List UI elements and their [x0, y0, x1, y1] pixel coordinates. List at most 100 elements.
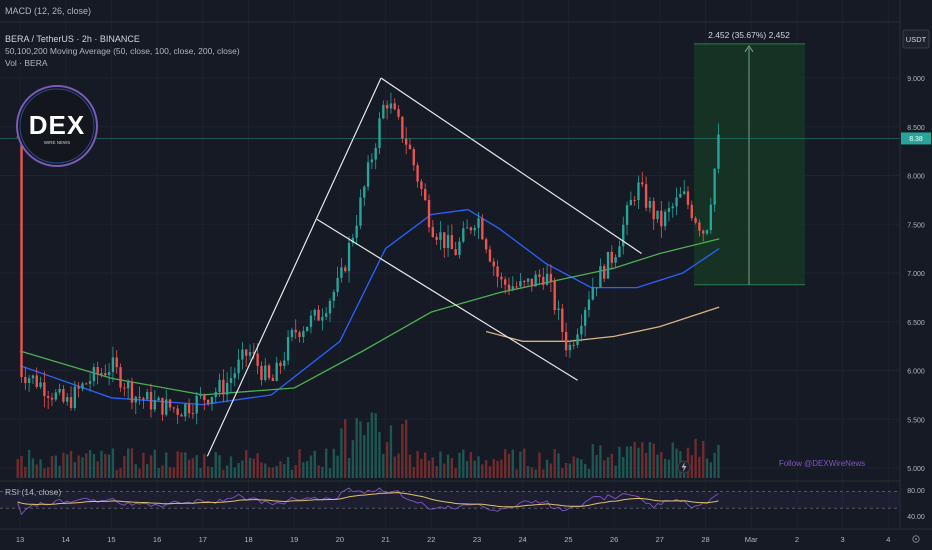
- candle-body: [225, 382, 229, 395]
- volume-bar: [690, 455, 693, 478]
- candle-body: [686, 191, 690, 205]
- volume-bar: [698, 456, 701, 478]
- volume-bar: [119, 467, 122, 478]
- candle-body: [241, 349, 244, 360]
- gear-icon[interactable]: [912, 535, 920, 543]
- volume-bar: [702, 440, 705, 478]
- candle-body: [511, 286, 514, 290]
- volume-bar: [629, 446, 633, 478]
- candle-body: [184, 404, 187, 417]
- currency-label[interactable]: USDT: [906, 35, 927, 44]
- time-tick-label: 2: [795, 535, 799, 544]
- candle-body: [195, 395, 198, 414]
- candle-body: [504, 279, 507, 285]
- candle-body: [210, 396, 214, 404]
- volume-bar: [572, 456, 575, 478]
- time-tick-label: 3: [841, 535, 845, 544]
- volume-bar: [130, 448, 134, 478]
- volume-bar: [477, 456, 480, 478]
- candle-body: [351, 237, 355, 243]
- volume-bar: [203, 453, 206, 478]
- time-tick-label: 25: [564, 535, 572, 544]
- ma-indicator-label[interactable]: 50,100,200 Moving Average (50, close, 10…: [5, 46, 240, 56]
- volume-bar: [305, 461, 309, 478]
- candle-body: [332, 292, 335, 301]
- candle-body: [233, 373, 236, 379]
- macd-label: MACD (12, 26, close): [5, 6, 91, 16]
- pair-title[interactable]: BERA / TetherUS · 2h · BINANCE: [5, 34, 140, 44]
- candle-body: [134, 396, 137, 403]
- candle-body: [256, 353, 259, 366]
- volume-bar: [660, 452, 663, 478]
- candle-body: [583, 309, 587, 326]
- candle-body: [153, 400, 156, 410]
- candle-body: [328, 300, 332, 314]
- candle-body: [660, 210, 663, 227]
- volume-bar: [469, 451, 473, 478]
- rsi-tick-40: 40.00: [907, 514, 925, 521]
- volume-bar: [43, 468, 46, 478]
- volume-bar: [184, 452, 187, 478]
- lightning-icon[interactable]: [677, 460, 691, 474]
- candle-body: [298, 332, 301, 337]
- volume-bar: [538, 452, 541, 478]
- volume-bar: [47, 467, 50, 478]
- volume-bar: [88, 450, 92, 478]
- volume-bar: [652, 443, 655, 478]
- volume-indicator-label[interactable]: Vol · BERA: [5, 58, 48, 68]
- volume-bar: [153, 449, 156, 478]
- volume-bar: [313, 450, 316, 478]
- volume-bar: [462, 449, 465, 478]
- volume-bar: [260, 462, 263, 478]
- time-tick-label: 17: [199, 535, 207, 544]
- volume-bar: [241, 460, 244, 478]
- volume-bar: [225, 465, 229, 478]
- time-tick-label: 18: [244, 535, 252, 544]
- volume-bar: [275, 466, 278, 478]
- candle-body: [370, 159, 374, 163]
- candle-body: [286, 337, 290, 361]
- volume-bar: [393, 456, 396, 478]
- candle-body: [168, 399, 172, 408]
- price-tick-label: 8.000: [907, 174, 925, 181]
- volume-bar: [149, 455, 153, 478]
- volume-bar: [111, 448, 115, 478]
- candle-body: [260, 365, 263, 380]
- candle-body: [344, 267, 347, 272]
- volume-bar: [583, 463, 587, 478]
- volume-bar: [286, 456, 290, 478]
- candle-body: [126, 381, 130, 389]
- volume-bar: [317, 465, 320, 478]
- candle-body: [690, 204, 693, 219]
- candle-body: [267, 365, 271, 378]
- candle-body: [229, 378, 233, 383]
- volume-bar: [427, 460, 431, 478]
- candle-body: [252, 352, 256, 354]
- volume-bar: [229, 456, 233, 478]
- candle-body: [412, 148, 415, 166]
- measure-tool[interactable]: [694, 43, 805, 286]
- volume-bar: [625, 446, 629, 478]
- candle-body: [199, 394, 202, 396]
- channel-drawings[interactable]: [206, 77, 642, 457]
- volume-bar: [298, 449, 301, 478]
- volume-bar: [641, 442, 644, 478]
- volume-bar: [195, 455, 198, 478]
- volume-bar: [336, 455, 339, 478]
- currency-button[interactable]: [902, 29, 930, 49]
- volume-bar: [663, 458, 667, 478]
- volume-bar: [222, 469, 225, 478]
- volume-bar: [416, 451, 419, 478]
- price-tick-label: 5.000: [907, 466, 925, 473]
- volume-bar: [568, 463, 572, 478]
- volume-bar: [557, 453, 560, 478]
- candle-body: [694, 218, 697, 223]
- candle-body: [397, 109, 400, 117]
- price-tick-label: 7.000: [907, 271, 925, 278]
- volume-bar: [420, 458, 423, 478]
- volume-bar: [157, 467, 160, 478]
- volume-bar: [408, 454, 412, 478]
- volume-bar: [50, 455, 54, 478]
- volume-bar: [138, 468, 141, 478]
- rsi-label[interactable]: RSI (14, close): [5, 487, 61, 497]
